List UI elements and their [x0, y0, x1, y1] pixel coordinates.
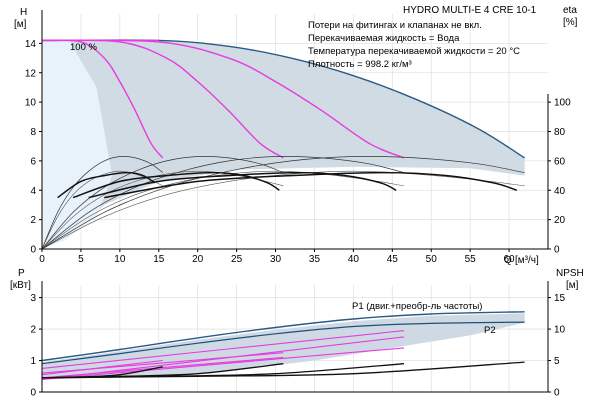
- speed-label: 100 %: [70, 42, 97, 53]
- eta-curve-pump-1: [41, 155, 163, 250]
- power-ylabel: P: [18, 268, 25, 279]
- h-tick-label: 8: [30, 127, 36, 138]
- npsh-curve-4: [41, 361, 525, 379]
- p1-label: P1 (двиг.+преобр-ль частоты): [352, 301, 482, 312]
- head-axes: 0 5 10 15 20 25 30 35 40 45 50 55 60 0 2 4 6 8 10 12 14 0 20 40…: [25, 10, 571, 265]
- eta-tick-label: 40: [554, 186, 566, 197]
- q-tick-label: 45: [387, 254, 399, 265]
- q-tick-label: 15: [153, 254, 165, 265]
- power-pink-line-5: [41, 352, 284, 374]
- eta-ylabel: eta: [563, 5, 577, 16]
- q-tick-label: 30: [270, 254, 282, 265]
- note-2: Перекачиваемая жидкость = Вода: [308, 33, 460, 44]
- head-curves: [41, 39, 525, 250]
- q-xlabel: Q: [504, 255, 512, 266]
- q-tick-label: 35: [309, 254, 321, 265]
- eta-mid-curve-pump-3: [41, 170, 405, 250]
- h-tick-label: 10: [25, 98, 37, 109]
- npsh-tick-label: 5: [554, 356, 560, 367]
- q-tick-label: 5: [78, 254, 84, 265]
- power-ylabel-unit: [кВт]: [10, 280, 31, 291]
- q-tick-label: 55: [465, 254, 477, 265]
- eta-tick-label: 0: [554, 245, 560, 256]
- head-ylabel-unit: [м]: [14, 19, 27, 30]
- p-tick-label: 2: [30, 325, 36, 336]
- p-tick-label: 0: [30, 388, 36, 399]
- operating-area: [42, 40, 525, 250]
- power-curves: [41, 311, 525, 380]
- eta-curve-pump-2: [41, 155, 284, 250]
- h-tick-label: 4: [30, 186, 36, 197]
- h-tick-label: 14: [25, 39, 37, 50]
- system-curve-3: [88, 171, 397, 199]
- pump-title: HYDRO MULTI-E 4 CRE 10-1: [403, 5, 537, 16]
- q-xlabel-unit: [м³/ч]: [515, 255, 539, 266]
- p1-curve: [41, 311, 525, 362]
- h-tick-label: 2: [30, 215, 36, 226]
- eta-mid-curve-pump-4: [41, 170, 525, 250]
- npsh-tick-label: 0: [554, 388, 560, 399]
- eta-tick-label: 20: [554, 215, 566, 226]
- eta-curve-pump-3: [41, 155, 405, 250]
- p2-curve: [41, 321, 525, 365]
- power-axes: 0 1 2 3 0 5 10 15: [30, 281, 566, 399]
- p-tick-label: 3: [30, 293, 36, 304]
- power-pink-line-6: [41, 330, 405, 369]
- p2-label: P2: [484, 325, 496, 336]
- head-ylabel: H: [20, 7, 27, 18]
- qh-curve-pump-1: [41, 39, 164, 159]
- qh-curve-pump-2: [41, 39, 284, 159]
- h-tick-label: 0: [30, 245, 36, 256]
- q-tick-label: 25: [231, 254, 243, 265]
- p-tick-label: 1: [30, 356, 36, 367]
- npsh-ylabel: NPSH: [556, 268, 584, 279]
- npsh-ylabel-unit: [м]: [566, 280, 579, 291]
- h-tick-label: 6: [30, 156, 36, 167]
- eta-ylabel-unit: [%]: [563, 17, 578, 28]
- eta-curve-pump-4: [41, 155, 525, 250]
- q-tick-label: 40: [348, 254, 360, 265]
- h-tick-label: 12: [25, 68, 37, 79]
- q-tick-label: 60: [504, 254, 516, 265]
- note-4: Плотность = 998.2 кг/м³: [308, 59, 412, 70]
- q-tick-label: 10: [114, 254, 126, 265]
- system-curve-2: [72, 171, 280, 199]
- system-curve-4: [104, 171, 518, 199]
- note-3: Температура перекачиваемой жидкости = 20…: [308, 46, 520, 57]
- eta-tick-label: 100: [554, 98, 571, 109]
- max-head-curve: [41, 39, 525, 159]
- q-tick-label: 20: [192, 254, 204, 265]
- system-curve-1: [57, 171, 156, 199]
- npsh-tick-label: 15: [554, 293, 566, 304]
- eta-tick-label: 60: [554, 156, 566, 167]
- power-pink-line-2: [41, 356, 284, 379]
- eta-tick-label: 80: [554, 127, 566, 138]
- q-tick-label: 50: [426, 254, 438, 265]
- npsh-tick-label: 10: [554, 325, 566, 336]
- note-1: Потери на фитингах и клапанах не вкл.: [308, 20, 482, 31]
- q-tick-label: 0: [39, 254, 45, 265]
